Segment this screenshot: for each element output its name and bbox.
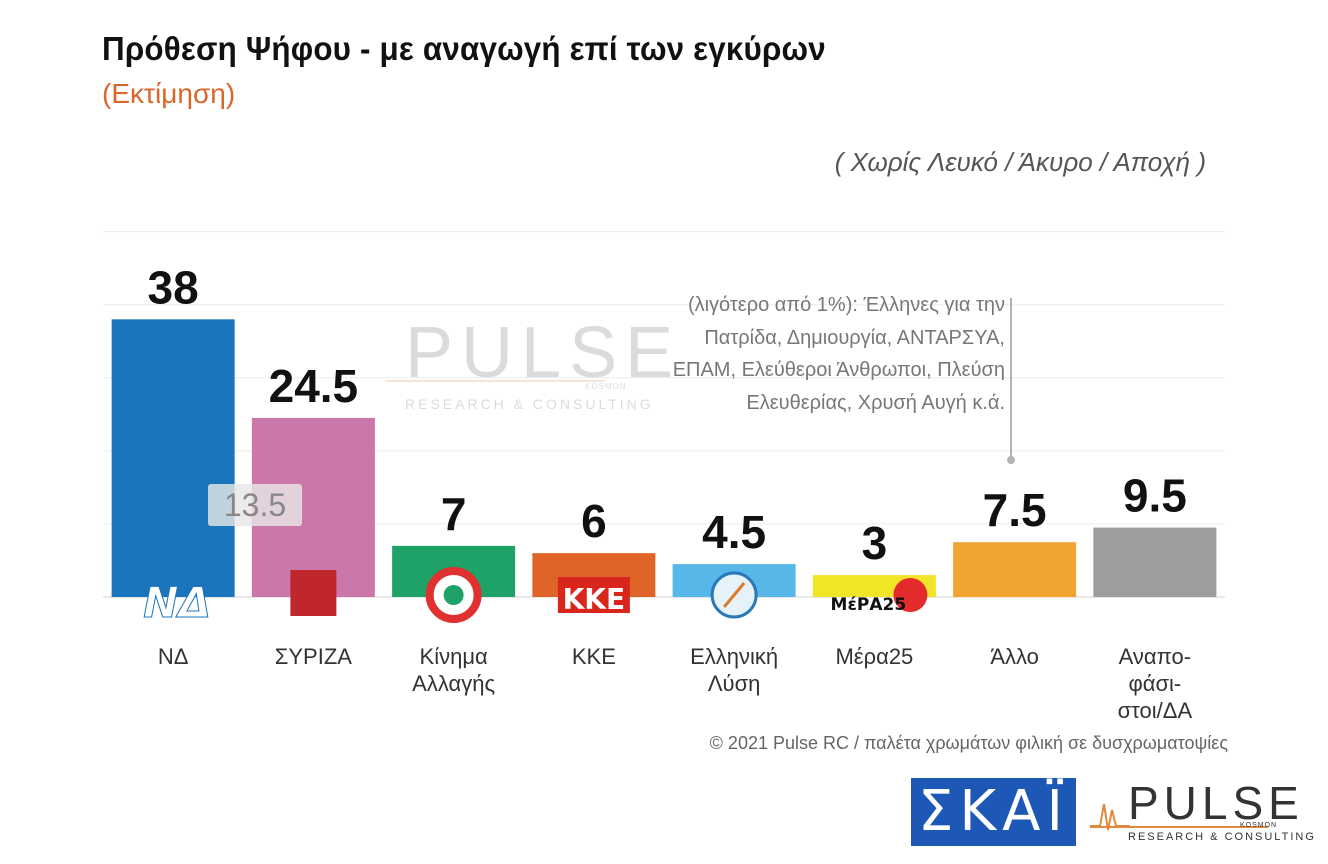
category-label: Μέρα25	[835, 644, 913, 669]
data-label: 24.5	[269, 360, 359, 412]
data-label: 4.5	[702, 506, 766, 558]
bar	[953, 542, 1076, 597]
skai-logo: ΣΚΑΪ	[911, 778, 1076, 846]
pulse-logo-text: PULSE	[1128, 776, 1304, 830]
annotation-line: ΕΠΑΜ, Ελεύθεροι Άνθρωποι, Πλεύση	[660, 354, 1005, 387]
category-label: Αλλαγής	[412, 671, 495, 696]
annotation-line: (λιγότερο από 1%): Έλληνες για την	[660, 289, 1005, 322]
annotation-leader-dot	[1007, 456, 1015, 464]
annotation-line: Πατρίδα, Δημιουργία, ΑΝΤΑΡΣΥΑ,	[660, 322, 1005, 355]
category-label: ΚΚΕ	[572, 644, 616, 669]
data-label: 3	[862, 517, 888, 569]
category-label: Ελληνική	[690, 644, 778, 669]
annotation-line: Ελευθερίας, Χρυσή Αυγή κ.ά.	[660, 387, 1005, 420]
kinal-logo-center	[444, 585, 464, 605]
category-label: Κίνημα	[420, 644, 488, 669]
bar	[1093, 528, 1216, 597]
other-parties-annotation: (λιγότερο από 1%): Έλληνες για την Πατρί…	[660, 289, 1005, 419]
annotation-leader-line	[1010, 298, 1012, 458]
copyright-text: © 2021 Pulse RC / παλέτα χρωμάτων φιλική…	[710, 733, 1228, 754]
data-label: 38	[148, 261, 199, 313]
pulse-logo-tagline: RESEARCH & CONSULTING	[1128, 831, 1316, 843]
data-label: 7.5	[983, 484, 1047, 536]
category-label: ΝΔ	[158, 644, 189, 669]
category-label: Αναπο-	[1119, 644, 1191, 669]
category-label: στοι/ΔΑ	[1118, 698, 1193, 723]
category-label: Λύση	[708, 671, 761, 696]
syriza-logo	[290, 570, 336, 616]
data-label: 9.5	[1123, 470, 1187, 522]
kke-logo-text: ΚΚΕ	[563, 583, 626, 616]
data-label: 6	[581, 495, 607, 547]
pulse-logo-kosmon: KOSMON	[1240, 822, 1277, 829]
pulse-logo: PULSE KOSMON RESEARCH & CONSULTING	[1090, 776, 1290, 852]
category-label: Άλλο	[990, 644, 1039, 669]
mera25-logo-text: ΜέΡΑ25	[831, 595, 907, 615]
hover-value-popup: 13.5	[208, 484, 302, 526]
category-label: ΣΥΡΙΖΑ	[275, 644, 352, 669]
bar	[112, 319, 235, 597]
nd-logo: ΝΔ	[143, 578, 211, 627]
category-label: φάσι-	[1128, 671, 1181, 696]
data-label: 7	[441, 488, 467, 540]
